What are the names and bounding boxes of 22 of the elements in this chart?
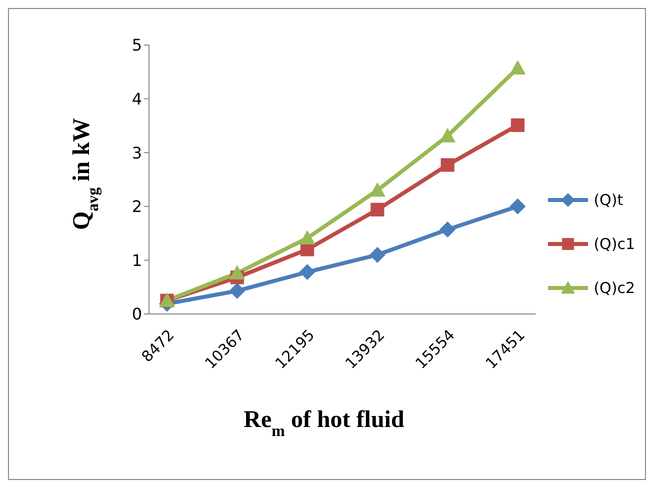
y-tick-label: 4	[132, 89, 142, 108]
point	[229, 265, 246, 280]
point	[299, 264, 316, 280]
legend-label: (Q)t	[594, 191, 624, 209]
point	[369, 246, 386, 263]
legend-label: (Q)c1	[594, 235, 635, 253]
legend-label: (Q)c2	[594, 279, 635, 297]
point	[440, 158, 454, 172]
point	[229, 282, 246, 299]
point	[370, 202, 384, 216]
y-tick-label: 5	[132, 36, 142, 55]
y-tick-label: 3	[132, 143, 142, 162]
point	[510, 118, 524, 132]
y-tick-label: 2	[132, 197, 142, 216]
point	[510, 198, 526, 214]
x-axis-title: Re$_{m}$ of hot fluid	[244, 407, 405, 440]
point	[369, 182, 386, 197]
point	[440, 222, 456, 238]
y-tick-label: 1	[132, 250, 142, 270]
point	[510, 60, 526, 75]
point	[299, 230, 316, 245]
y-tick-label: 0	[132, 304, 142, 324]
